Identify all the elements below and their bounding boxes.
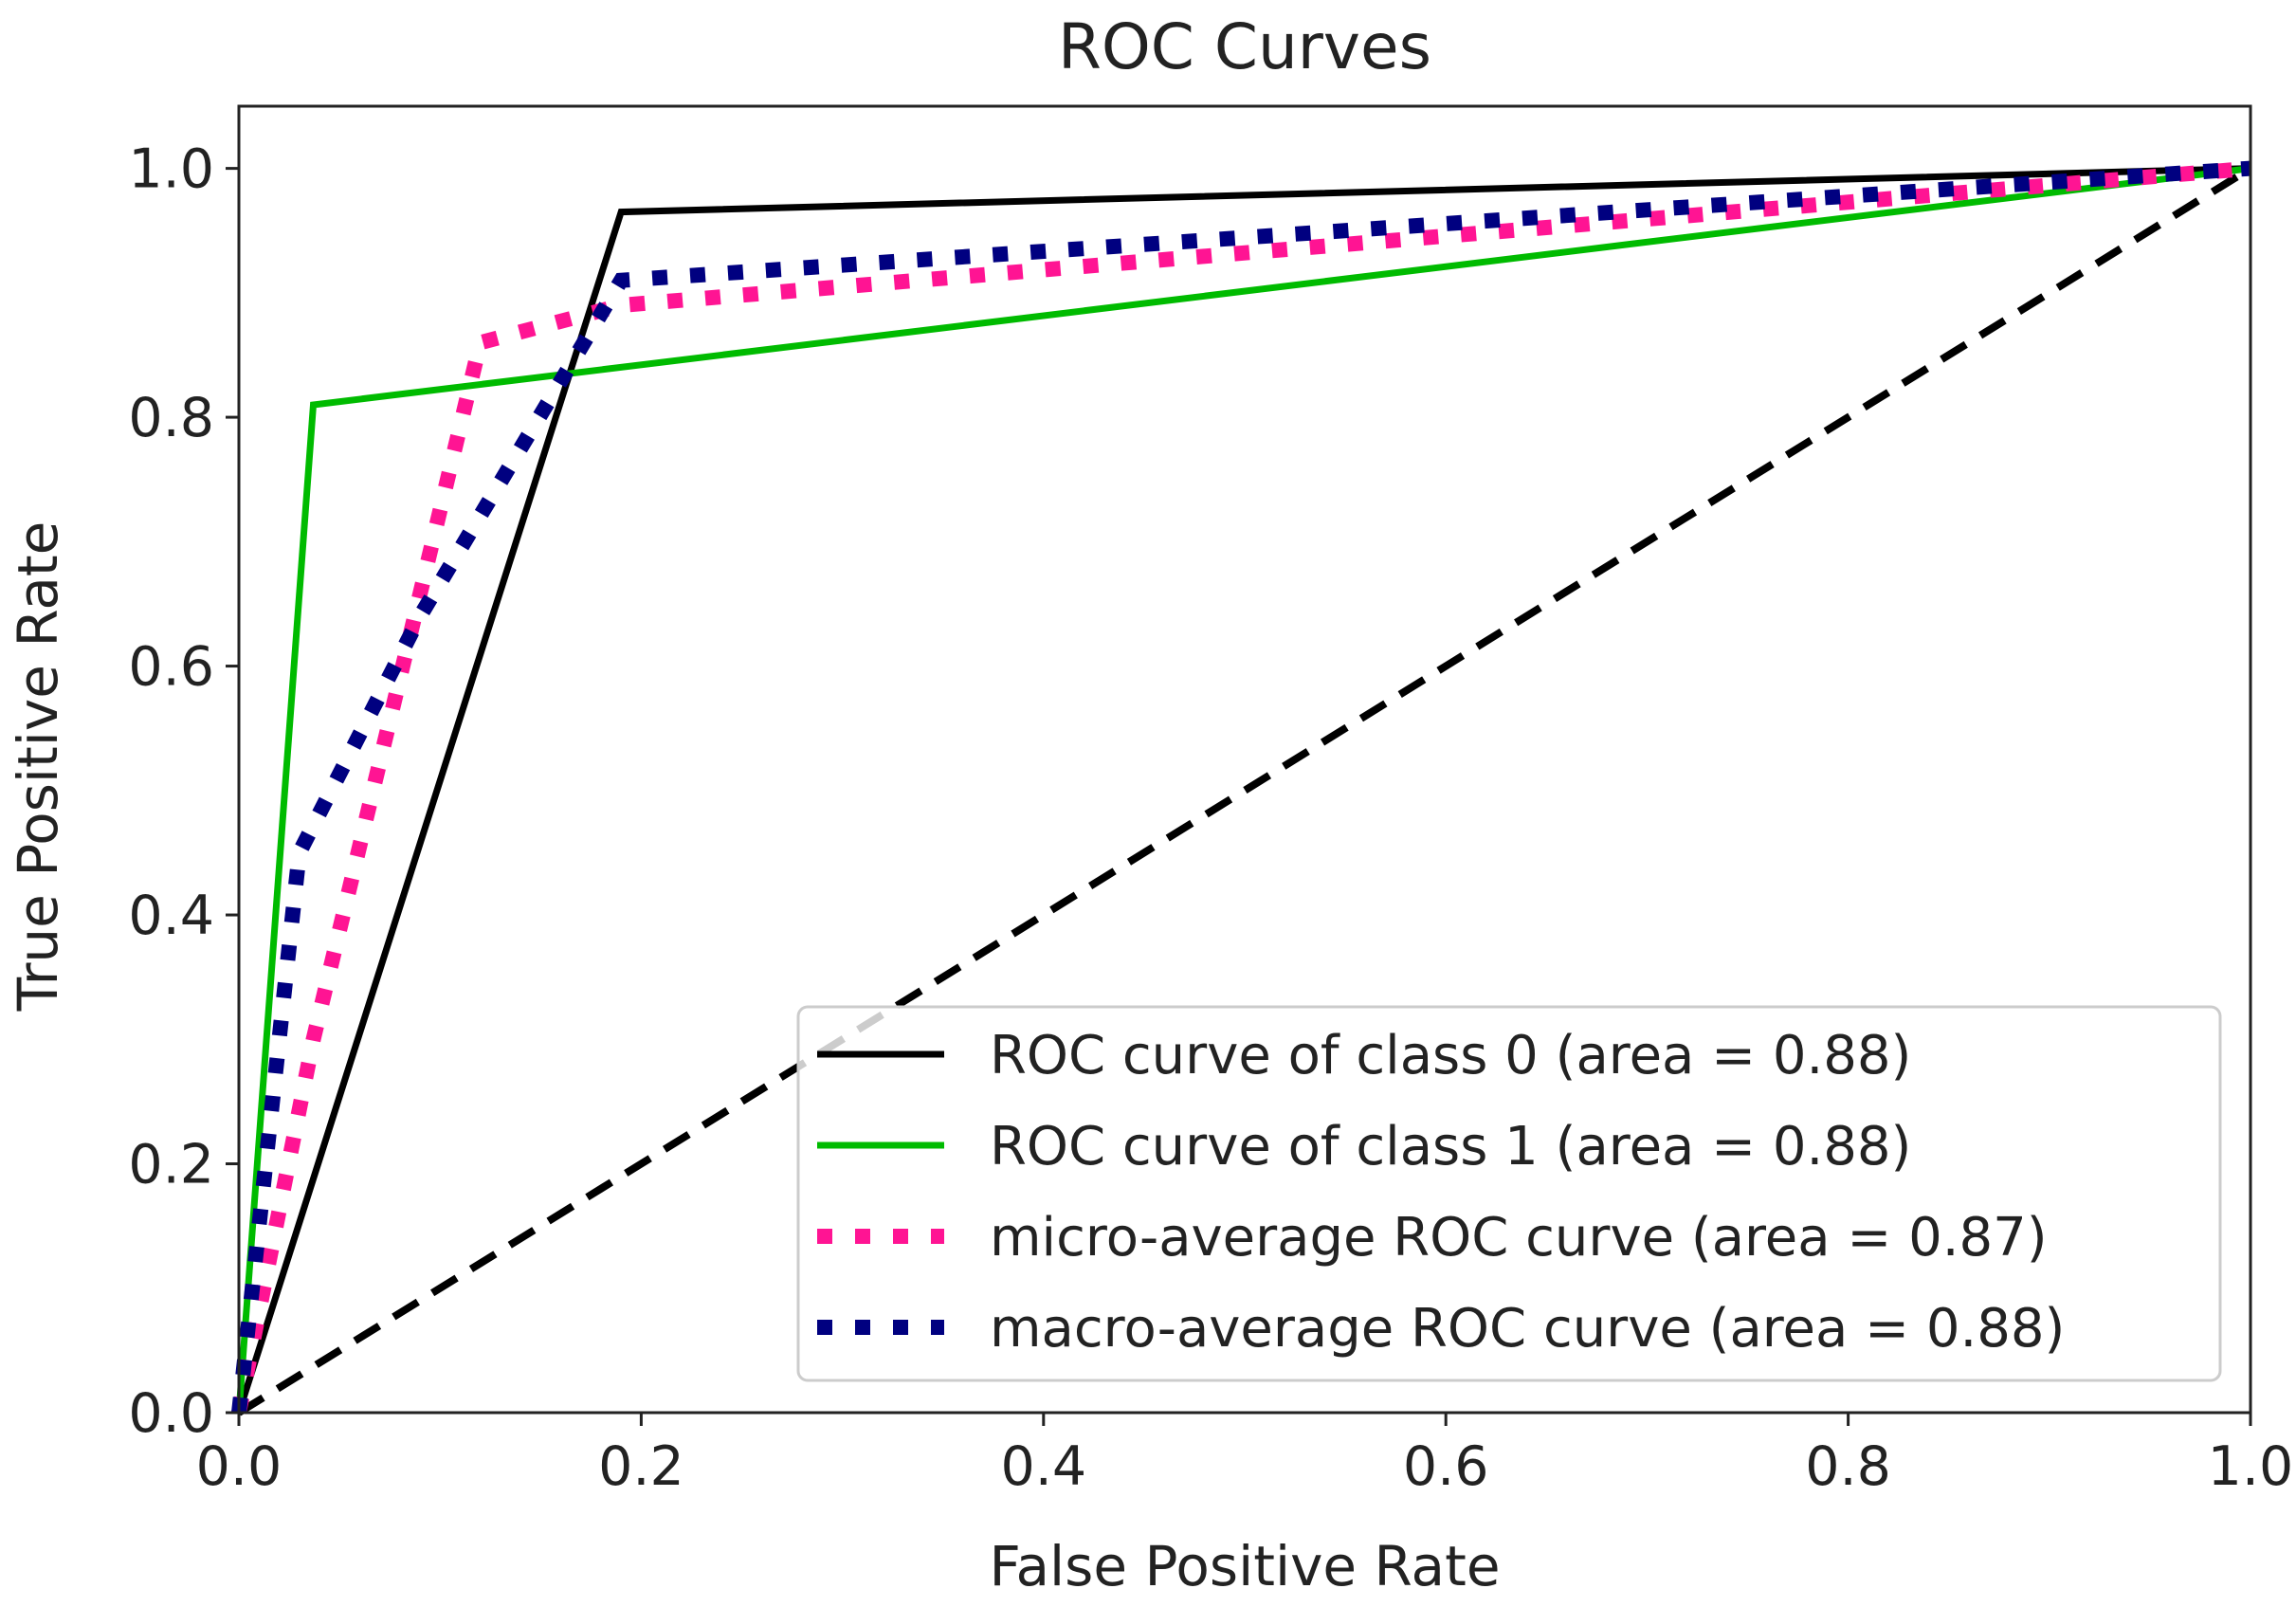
x-tick-label: 0.4	[1000, 1435, 1086, 1498]
legend-entries: ROC curve of class 0 (area = 0.88) ROC cu…	[817, 1025, 2065, 1360]
y-tick-label: 0.2	[128, 1134, 214, 1196]
y-tick-label: 0.8	[128, 387, 214, 449]
legend-label: macro-average ROC curve (area = 0.88)	[990, 1298, 2065, 1360]
x-axis-label: False Positive Rate	[989, 1534, 1500, 1598]
y-tick-label: 0.0	[128, 1382, 214, 1445]
legend-box	[796, 1005, 2222, 1382]
legend-label: ROC curve of class 1 (area = 0.88)	[990, 1116, 1911, 1178]
x-tick-label: 0.0	[196, 1435, 282, 1498]
x-tick-label: 1.0	[2208, 1435, 2294, 1498]
x-tick-label: 0.6	[1403, 1435, 1489, 1498]
roc-series-2-line	[231, 160, 2251, 1415]
y-tick-label: 1.0	[128, 138, 214, 201]
chart-title: ROC Curves	[1058, 10, 1431, 83]
chance-diagonal-line	[236, 165, 2253, 1416]
plot-area-frame	[237, 104, 2252, 1415]
roc-series-1-line	[235, 165, 2251, 1414]
legend-label: ROC curve of class 0 (area = 0.88)	[990, 1025, 1911, 1087]
x-tick-label: 0.2	[598, 1435, 684, 1498]
y-tick-label: 0.6	[128, 636, 214, 699]
legend: ROC curve of class 0 (area = 0.88) ROC cu…	[796, 1005, 2222, 1382]
x-tick-label: 0.8	[1805, 1435, 1891, 1498]
y-axis-label: True Positive Rate	[6, 521, 70, 1013]
y-tick-label: 0.4	[128, 885, 214, 947]
legend-label: micro-average ROC curve (area = 0.87)	[990, 1207, 2048, 1269]
tick-layer: 0.0 0.2 0.4 0.6 0.8 1.0 0.0 0.2 0.4 0.6 0.8 1.0	[128, 138, 2293, 1498]
roc-series-0-line	[235, 165, 2251, 1415]
curve-layer	[231, 160, 2253, 1416]
